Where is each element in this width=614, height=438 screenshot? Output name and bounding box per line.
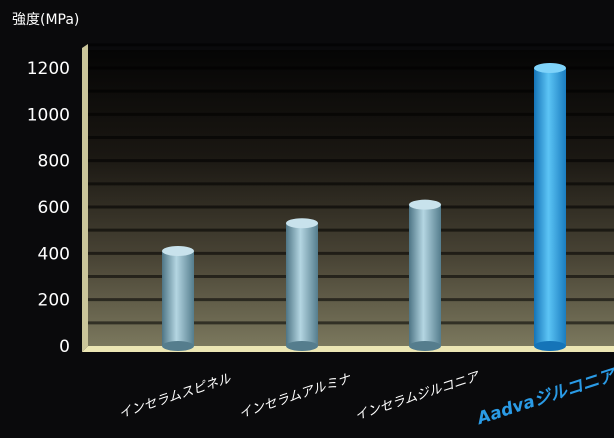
x-tick-label: インセラムアルミナ bbox=[237, 371, 353, 422]
y-tick-label: 600 bbox=[38, 198, 70, 218]
y-tick-label: 0 bbox=[59, 337, 70, 357]
y-tick-label: 400 bbox=[38, 244, 70, 264]
x-tick-label: インセラムスピネル bbox=[117, 371, 233, 422]
y-tick-label: 1000 bbox=[27, 105, 70, 125]
bar bbox=[286, 218, 318, 351]
bar bbox=[409, 199, 441, 351]
y-tick-label: 200 bbox=[38, 291, 70, 311]
x-axis-line bbox=[82, 346, 614, 352]
y-tick-label: 800 bbox=[38, 152, 70, 172]
x-tick-label: Aadvaジルコニア bbox=[473, 365, 614, 430]
bar bbox=[534, 63, 566, 351]
x-tick-label: インセラムジルコニア bbox=[353, 369, 483, 424]
y-axis-label: 強度(MPa) bbox=[12, 12, 79, 28]
y-axis-line bbox=[82, 44, 88, 352]
bar bbox=[162, 246, 194, 351]
y-tick-label: 1200 bbox=[27, 59, 70, 79]
